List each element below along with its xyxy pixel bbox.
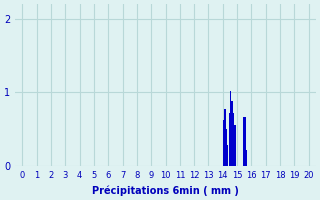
Bar: [223, 120, 224, 166]
Bar: [244, 117, 246, 166]
Bar: [231, 101, 233, 166]
X-axis label: Précipitations 6min ( mm ): Précipitations 6min ( mm ): [92, 185, 239, 196]
Bar: [228, 113, 230, 166]
Bar: [246, 150, 247, 166]
Bar: [226, 129, 227, 166]
Bar: [224, 109, 226, 166]
Bar: [227, 145, 228, 166]
Bar: [234, 125, 236, 166]
Bar: [243, 117, 244, 166]
Bar: [233, 113, 234, 166]
Bar: [230, 91, 231, 166]
